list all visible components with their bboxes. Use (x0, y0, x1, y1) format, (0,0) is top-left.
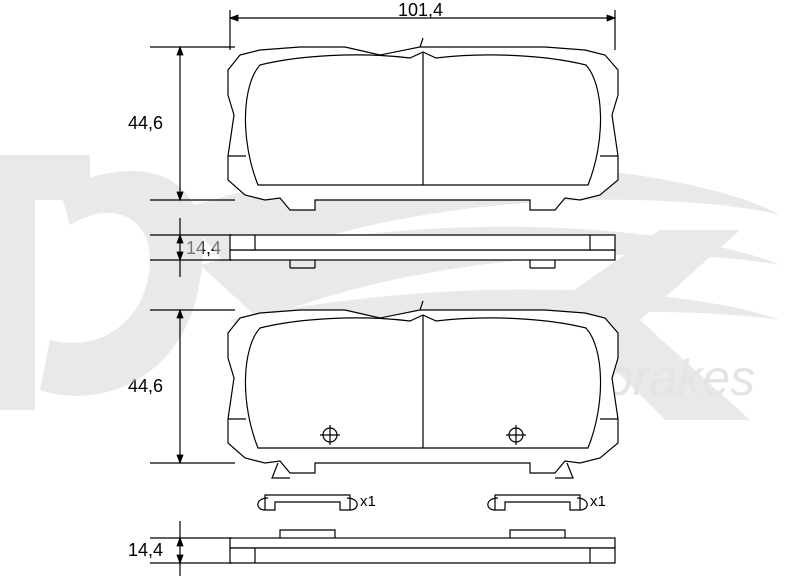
clip-right (488, 495, 587, 510)
brake-pad-top (228, 38, 618, 210)
technical-drawing (0, 0, 786, 578)
clip-left (258, 495, 357, 510)
brake-pad-bottom (228, 301, 618, 478)
brake-pad-side-1 (230, 235, 615, 268)
brake-pad-side-2 (230, 530, 615, 563)
